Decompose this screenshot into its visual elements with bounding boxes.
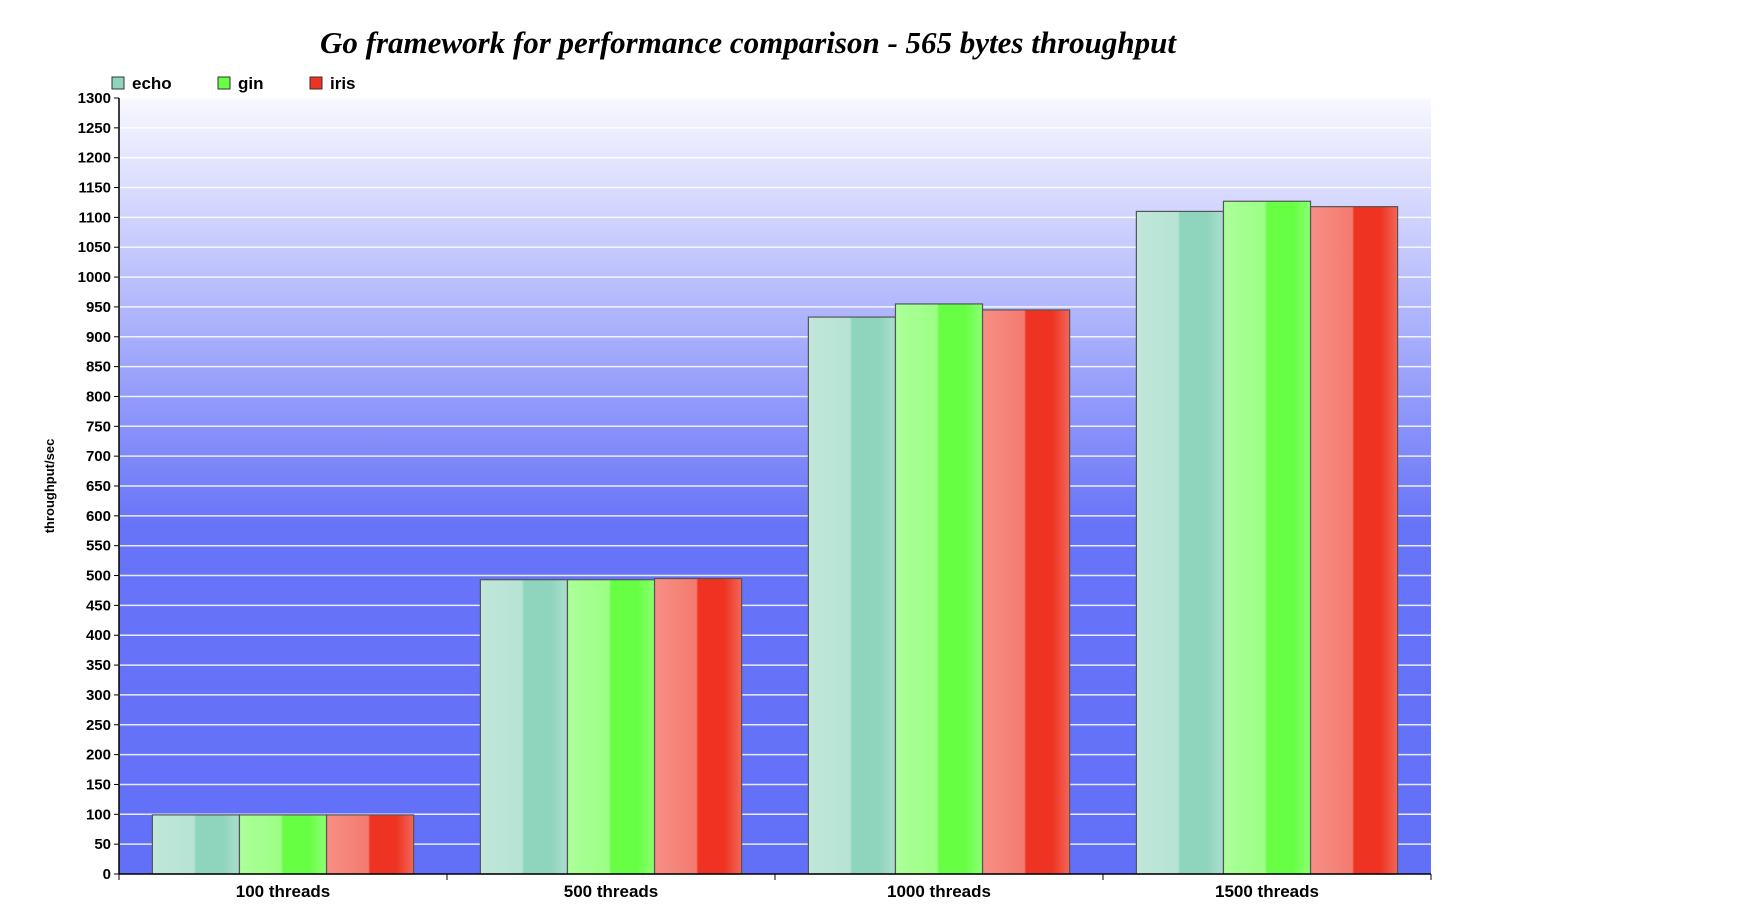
bar-gin-2 <box>894 303 984 875</box>
axes <box>114 97 1432 880</box>
y-axis-title: throughput/sec <box>42 439 57 534</box>
y-tick-label: 1050 <box>78 239 111 256</box>
y-tick-label: 300 <box>86 687 111 704</box>
y-tick-label: 800 <box>86 388 111 405</box>
y-tick-labels: 0 50 100 150 200 250 300 350 400 450 500 550 600 650 7… <box>78 90 111 883</box>
bar-gin-3 <box>1222 200 1312 875</box>
x-category-labels: 100 threads 500 threads 1000 threads 1500 t… <box>236 882 1319 901</box>
y-tick-label: 200 <box>86 747 111 764</box>
legend-swatch-echo <box>111 76 125 90</box>
bar-echo-3 <box>1135 210 1225 875</box>
y-tick-label: 1100 <box>78 209 111 226</box>
y-tick-label: 1000 <box>78 269 111 286</box>
legend-label-echo: echo <box>132 74 172 93</box>
y-tick-label: 400 <box>86 627 111 644</box>
bar-gin-0 <box>238 814 328 875</box>
y-tick-label: 700 <box>86 448 111 465</box>
y-tick-label: 150 <box>86 776 111 793</box>
chart-title: Go framework for performance comparison … <box>320 25 1177 60</box>
x-category-label: 100 threads <box>236 882 331 901</box>
y-tick-label: 0 <box>103 866 111 883</box>
y-tick-label: 600 <box>86 508 111 525</box>
x-category-label: 1000 threads <box>887 882 991 901</box>
bar-echo-0 <box>151 814 241 875</box>
y-tick-label: 1250 <box>78 120 111 137</box>
bar-iris-2 <box>981 309 1071 875</box>
bar-iris-3 <box>1309 206 1399 875</box>
legend-label-iris: iris <box>330 74 356 93</box>
y-tick-label: 50 <box>94 836 111 853</box>
y-tick-label: 350 <box>86 657 111 674</box>
y-tick-label: 950 <box>86 299 111 316</box>
legend-swatch-iris <box>309 76 323 90</box>
y-tick-label: 500 <box>86 568 111 585</box>
y-tick-label: 1200 <box>78 150 111 167</box>
legend: echo gin iris <box>111 74 356 93</box>
y-tick-label: 650 <box>86 478 111 495</box>
y-tick-label: 550 <box>86 538 111 555</box>
bar-echo-1 <box>479 579 569 875</box>
y-tick-label: 450 <box>86 597 111 614</box>
bars <box>151 200 1399 875</box>
y-tick-label: 100 <box>86 806 111 823</box>
legend-swatch-gin <box>217 76 231 90</box>
y-tick-label: 900 <box>86 329 111 346</box>
x-category-label: 500 threads <box>564 882 659 901</box>
bar-gin-1 <box>566 579 656 875</box>
bar-echo-2 <box>807 316 897 875</box>
y-tick-label: 850 <box>86 359 111 376</box>
y-tick-label: 1150 <box>78 180 111 197</box>
y-tick-label: 250 <box>86 717 111 734</box>
x-category-label: 1500 threads <box>1215 882 1319 901</box>
y-tick-label: 1300 <box>78 90 111 107</box>
bar-iris-1 <box>653 577 743 875</box>
bar-iris-0 <box>325 814 415 875</box>
legend-label-gin: gin <box>238 74 264 93</box>
y-tick-label: 750 <box>86 418 111 435</box>
